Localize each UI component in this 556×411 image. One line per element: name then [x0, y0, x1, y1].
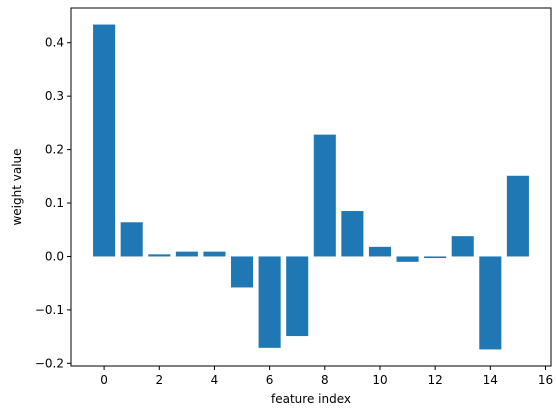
y-tick-label: 0.0 — [45, 249, 64, 263]
bar-feature-13 — [451, 236, 474, 257]
y-tick-label: 0.2 — [45, 143, 64, 157]
bar-feature-2 — [148, 254, 171, 257]
x-tick-label: 10 — [372, 373, 387, 387]
x-tick-label: 16 — [538, 373, 553, 387]
y-tick-label: 0.3 — [45, 89, 64, 103]
bar-feature-15 — [506, 175, 529, 257]
x-tick-label: 0 — [100, 373, 108, 387]
y-tick-label: 0.4 — [45, 36, 64, 50]
bars-group — [93, 24, 529, 350]
x-tick-label: 4 — [211, 373, 219, 387]
y-tick-label: 0.1 — [45, 196, 64, 210]
plot-area-frame — [70, 7, 552, 367]
x-axis-ticks: 0 2 4 6 8 10 12 14 16 — [100, 366, 553, 387]
y-tick-label: −0.1 — [35, 303, 64, 317]
bar-feature-1 — [120, 222, 143, 257]
bar-feature-8 — [313, 134, 336, 257]
bar-feature-3 — [175, 251, 198, 257]
bar-feature-7 — [286, 256, 309, 337]
x-tick-label: 2 — [155, 373, 163, 387]
bar-feature-9 — [341, 211, 364, 257]
x-tick-label: 8 — [321, 373, 329, 387]
bar-feature-4 — [203, 251, 226, 257]
y-axis-label: weight value — [10, 148, 24, 225]
bar-feature-12 — [424, 256, 447, 259]
y-axis-ticks: −0.2 −0.1 0.0 0.1 0.2 0.3 0.4 — [35, 36, 71, 370]
bar-feature-14 — [479, 256, 502, 350]
x-tick-label: 12 — [427, 373, 442, 387]
bar-feature-5 — [231, 256, 254, 288]
bar-feature-6 — [258, 256, 281, 348]
x-axis-label: feature index — [271, 392, 351, 406]
x-tick-label: 14 — [483, 373, 498, 387]
bar-feature-0 — [93, 24, 116, 257]
y-tick-label: −0.2 — [35, 356, 64, 370]
bar-feature-10 — [368, 246, 391, 257]
x-tick-label: 6 — [266, 373, 274, 387]
bar-feature-11 — [396, 256, 419, 262]
